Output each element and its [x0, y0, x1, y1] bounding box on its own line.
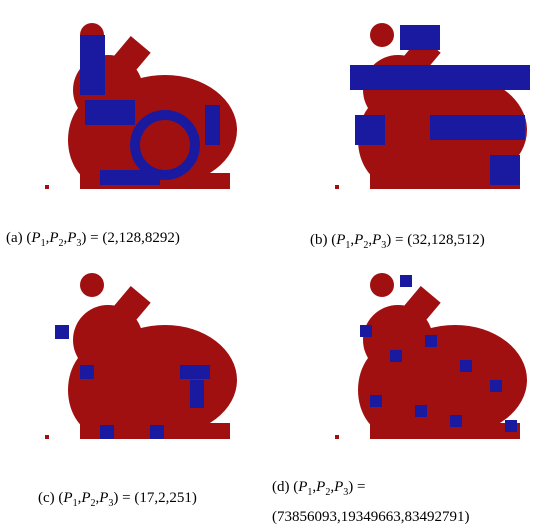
bunny-image-d: [330, 255, 540, 450]
panel-label: (a): [6, 230, 23, 246]
tuple-values: (32,128,512): [407, 232, 485, 248]
caption: (c) (P1,P2,P3) = (17,2,251): [38, 490, 197, 509]
bunny-image-b: [330, 5, 540, 200]
paren: ): [113, 490, 118, 506]
tuple-values: (17,2,251): [134, 490, 197, 506]
symbol: P: [81, 490, 90, 506]
symbol: P: [372, 232, 381, 248]
equals: =: [122, 490, 130, 506]
equals: =: [395, 232, 403, 248]
figure: (a) (P1,P2,P3) = (2,128,8292) (b) (P1,P2…: [0, 0, 548, 525]
symbol: P: [49, 230, 58, 246]
caption: (d) (P1,P2,P3) =(73856093,19349663,83492…: [272, 475, 470, 525]
caption: (b) (P1,P2,P3) = (32,128,512): [310, 232, 485, 251]
bunny-image-c: [40, 255, 250, 460]
symbol: P: [63, 490, 72, 506]
symbol: P: [31, 230, 40, 246]
paren: ): [386, 232, 391, 248]
symbol: P: [354, 232, 363, 248]
symbol: P: [316, 479, 325, 495]
caption: (a) (P1,P2,P3) = (2,128,8292): [6, 230, 180, 249]
tuple-values: (73856093,19349663,83492791): [272, 509, 470, 525]
panel-label: (d): [272, 479, 290, 495]
panel-label: (c): [38, 490, 55, 506]
equals: =: [90, 230, 98, 246]
tuple-values: (2,128,8292): [102, 230, 180, 246]
equals: =: [357, 479, 365, 495]
bunny-image-a: [40, 5, 250, 200]
paren: ): [348, 479, 353, 495]
panel-label: (b): [310, 232, 328, 248]
symbol: P: [334, 479, 343, 495]
paren: ): [81, 230, 86, 246]
